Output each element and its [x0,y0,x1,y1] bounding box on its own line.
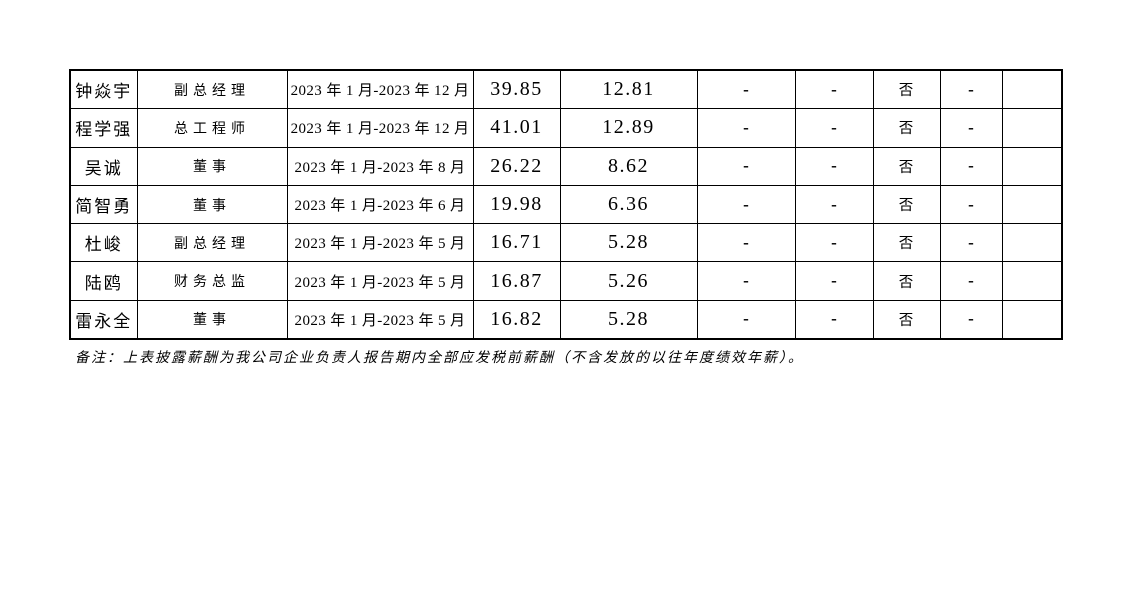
cell-value-a: 16.87 [472,261,561,301]
cell-value-b: 5.26 [559,261,698,301]
cell-blank [1001,299,1063,340]
cell-dash-c: - [939,69,1003,110]
cell-dash-b: - [794,223,874,263]
cell-name: 雷永全 [69,299,138,340]
cell-flag: 否 [872,108,941,148]
cell-dash-b: - [794,146,874,186]
cell-period: 2023 年 1 月-2023 年 12 月 [286,69,474,110]
cell-dash-a: - [696,223,796,263]
table-row: 钟焱宇 副总经理 2023 年 1 月-2023 年 12 月 39.85 12.81-… [69,69,1063,110]
salary-table-body: 钟焱宇 副总经理 2023 年 1 月-2023 年 12 月 39.85 12.81-… [69,69,1063,340]
cell-dash-a: - [696,69,796,110]
cell-dash-c: - [939,223,1003,263]
cell-position: 董事 [136,146,288,186]
cell-period: 2023 年 1 月-2023 年 5 月 [286,261,474,301]
cell-dash-c: - [939,299,1003,340]
table-row: 陆鸥 财务总监 2023 年 1 月-2023 年 5 月 16.87 5.26- - 否 - [69,261,1063,301]
cell-position: 财务总监 [136,261,288,301]
cell-period: 2023 年 1 月-2023 年 5 月 [286,299,474,340]
cell-dash-b: - [794,69,874,110]
table-row: 雷永全 董事 2023 年 1 月-2023 年 5 月 16.82 5.28- - 否 - [69,299,1063,340]
cell-blank [1001,108,1063,148]
table-row: 杜峻 副总经理 2023 年 1 月-2023 年 5 月 16.71 5.28- - 否 - [69,223,1063,263]
footnote: 备注：上表披露薪酬为我公司企业负责人报告期内全部应发税前薪酬（不含发放的以往年度… [75,351,804,366]
cell-position: 董事 [136,299,288,340]
cell-period: 2023 年 1 月-2023 年 12 月 [286,108,474,148]
cell-flag: 否 [872,184,941,225]
cell-position: 董事 [136,184,288,225]
cell-dash-a: - [696,261,796,301]
cell-blank [1001,223,1063,263]
cell-dash-b: - [794,108,874,148]
table-row: 简智勇 董事 2023 年 1 月-2023 年 6 月 19.98 6.36- - 否 - [69,184,1063,225]
cell-value-a: 39.85 [472,69,561,110]
cell-value-a: 41.01 [472,108,561,148]
cell-name: 简智勇 [69,184,138,225]
cell-value-b: 6.36 [559,184,698,225]
cell-value-b: 5.28 [559,299,698,340]
cell-blank [1001,184,1063,225]
cell-dash-a: - [696,146,796,186]
cell-period: 2023 年 1 月-2023 年 6 月 [286,184,474,225]
cell-blank [1001,146,1063,186]
table-row: 吴诚 董事 2023 年 1 月-2023 年 8 月 26.22 8.62- - 否 - [69,146,1063,186]
cell-value-b: 12.89 [559,108,698,148]
cell-flag: 否 [872,261,941,301]
cell-period: 2023 年 1 月-2023 年 5 月 [286,223,474,263]
cell-value-a: 16.82 [472,299,561,340]
cell-dash-a: - [696,108,796,148]
cell-name: 吴诚 [69,146,138,186]
cell-period: 2023 年 1 月-2023 年 8 月 [286,146,474,186]
cell-position: 总工程师 [136,108,288,148]
cell-value-b: 12.81 [559,69,698,110]
cell-dash-a: - [696,299,796,340]
cell-dash-c: - [939,108,1003,148]
cell-dash-c: - [939,261,1003,301]
cell-value-b: 8.62 [559,146,698,186]
cell-name: 杜峻 [69,223,138,263]
cell-dash-a: - [696,184,796,225]
table-row: 程学强 总工程师 2023 年 1 月-2023 年 12 月 41.01 12.89-… [69,108,1063,148]
cell-value-a: 26.22 [472,146,561,186]
cell-position: 副总经理 [136,223,288,263]
cell-value-a: 19.98 [472,184,561,225]
cell-dash-c: - [939,146,1003,186]
cell-flag: 否 [872,299,941,340]
cell-dash-b: - [794,299,874,340]
cell-name: 钟焱宇 [69,69,138,110]
cell-flag: 否 [872,223,941,263]
cell-value-a: 16.71 [472,223,561,263]
salary-table: 钟焱宇 副总经理 2023 年 1 月-2023 年 12 月 39.85 12.81-… [69,69,1063,341]
cell-flag: 否 [872,69,941,110]
cell-name: 程学强 [69,108,138,148]
cell-position: 副总经理 [136,69,288,110]
cell-blank [1001,261,1063,301]
cell-flag: 否 [872,146,941,186]
cell-name: 陆鸥 [69,261,138,301]
cell-value-b: 5.28 [559,223,698,263]
cell-blank [1001,69,1063,110]
cell-dash-c: - [939,184,1003,225]
cell-dash-b: - [794,261,874,301]
cell-dash-b: - [794,184,874,225]
